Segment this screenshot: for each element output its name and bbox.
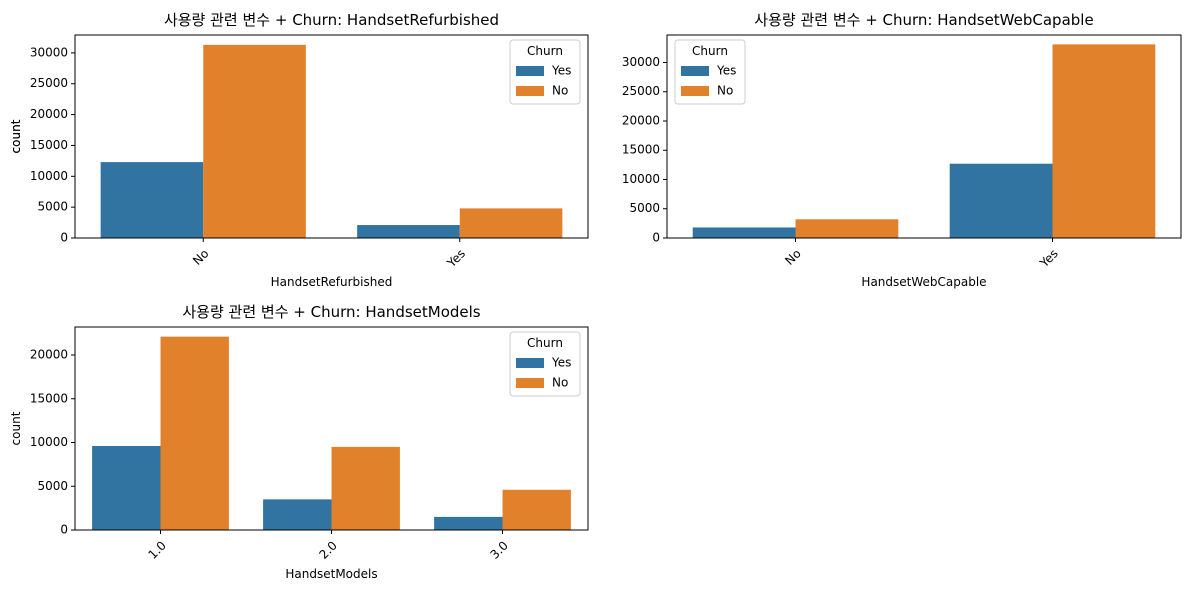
legend-swatch-no [516,378,544,388]
x-tick-label: No [782,246,803,267]
y-tick-label: 30000 [622,55,660,69]
legend: Churn Yes No [509,331,581,397]
legend-swatch-no [516,86,544,96]
subplot-3: 사용량 관련 변수 + Churn: HandsetModels 1.0 2.0 3.… [9,303,589,581]
x-tick-label: Yes [444,246,468,270]
legend-entry-yes: Yes [551,64,571,78]
x-tick-label: 1.0 [145,538,168,561]
legend-entry-no: No [552,84,568,98]
legend-title: Churn [692,44,728,58]
legend-swatch-yes [516,66,544,76]
bar-yes-1-0 [92,446,161,530]
x-tick-label: No [190,246,211,267]
x-axis-label: HandsetWebCapable [861,275,986,289]
legend-entry-yes: Yes [716,64,736,78]
axes-frame [74,34,589,239]
legend-swatch-yes [516,358,544,368]
y-tick-label: 25000 [30,76,68,90]
x-axis-label: HandsetModels [285,567,377,581]
bar-yes-yes [949,163,1053,238]
bar-no-2-0 [331,446,400,530]
legend: Churn Yes No [509,39,581,105]
bar-no-no [795,219,899,238]
y-tick-label: 15000 [30,138,68,152]
x-tick-label: Yes [1037,246,1061,270]
y-tick-label: 25000 [622,84,660,98]
bar-no-1-0 [160,336,229,530]
bar-yes-3-0 [434,516,503,530]
legend-entry-no: No [552,376,568,390]
legend-entry-no: No [717,84,733,98]
y-tick-label: 20000 [30,107,68,121]
axes-frame [74,326,589,531]
legend-title: Churn [527,336,563,350]
bar-yes-no [100,162,204,238]
chart-title: 사용량 관련 변수 + Churn: HandsetWebCapable [754,11,1093,29]
y-tick-label: 5000 [629,201,660,215]
y-tick-label: 10000 [622,172,660,186]
y-tick-label: 15000 [30,391,68,405]
y-tick-label: 20000 [30,348,68,362]
axes-frame [666,34,1182,239]
y-tick-label: 10000 [30,435,68,449]
y-tick-label: 5000 [37,200,68,214]
bar-yes-2-0 [263,499,332,530]
bar-no-3-0 [502,489,571,530]
chart-title: 사용량 관련 변수 + Churn: HandsetModels [182,303,480,321]
legend-title: Churn [527,44,563,58]
bar-yes-yes [357,225,460,238]
legend-swatch-no [681,86,709,96]
y-tick-label: 10000 [30,169,68,183]
y-tick-label: 20000 [622,113,660,127]
bar-no-yes [459,208,563,238]
bar-no-yes [1052,44,1156,238]
y-tick-label: 0 [60,523,68,537]
y-tick-label: 0 [60,231,68,245]
legend-swatch-yes [681,66,709,76]
legend-entry-yes: Yes [551,356,571,370]
y-tick-label: 5000 [37,479,68,493]
x-tick-label: 3.0 [487,538,510,561]
y-tick-label: 30000 [30,45,68,59]
subplot-1: 사용량 관련 변수 + Churn: HandsetRefurbished No Y… [9,11,589,289]
x-axis-label: HandsetRefurbished [271,275,393,289]
y-axis-label: count [9,119,23,153]
y-axis-label: count [9,119,23,153]
bar-yes-no [692,227,796,238]
chart-title: 사용량 관련 변수 + Churn: HandsetRefurbished [164,11,499,29]
x-tick-label: 2.0 [316,538,339,561]
y-axis-label: count [9,411,23,445]
bar-no-no [203,44,306,238]
y-tick-label: 0 [652,231,660,245]
y-tick-label: 15000 [622,143,660,157]
subplot-2: 사용량 관련 변수 + Churn: HandsetWebCapable No Ye… [9,11,1182,289]
legend: Churn Yes No [674,39,746,105]
